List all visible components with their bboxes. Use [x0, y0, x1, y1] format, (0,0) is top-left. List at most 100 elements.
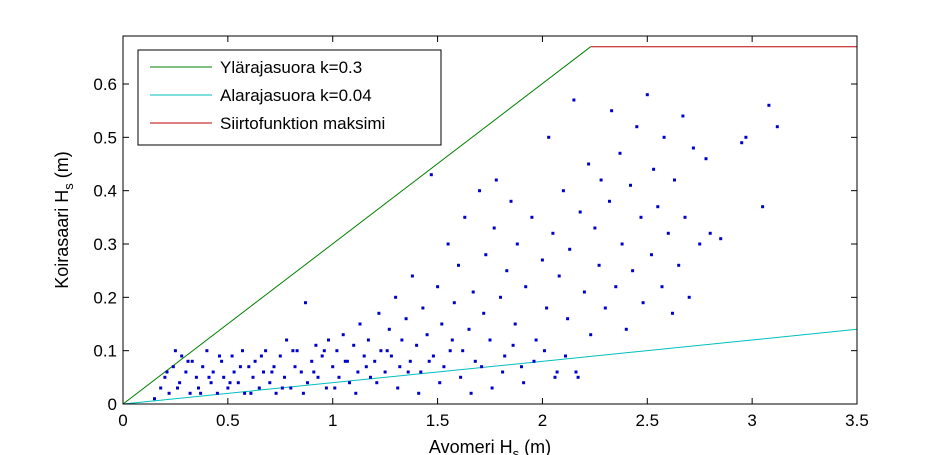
scatter-point: [708, 231, 712, 235]
y-tick-label: 0.6: [93, 75, 117, 94]
scatter-point: [264, 349, 268, 353]
scatter-point: [761, 205, 765, 209]
y-tick-label: 0.4: [93, 182, 117, 201]
scatter-point: [572, 98, 576, 102]
scatter-point: [211, 370, 215, 374]
scatter-point: [274, 391, 278, 395]
x-axis-title-unit: (m): [519, 437, 551, 455]
scatter-point: [440, 322, 444, 326]
scatter-point: [373, 359, 377, 363]
scatter-point: [165, 370, 169, 374]
scatter-point: [522, 381, 526, 385]
scatter-point: [324, 386, 328, 390]
y-axis-title-sub: s: [61, 183, 76, 190]
scatter-point: [201, 365, 205, 369]
scatter-point: [345, 359, 349, 363]
x-tick-label: 3.5: [845, 411, 869, 430]
scatter-points: [153, 93, 779, 401]
scatter-point: [555, 370, 559, 374]
scatter-point: [163, 375, 167, 379]
scatter-point: [557, 274, 561, 278]
scatter-point: [645, 93, 649, 97]
scatter-point: [389, 354, 393, 358]
scatter-point: [635, 125, 639, 129]
scatter-point: [356, 370, 360, 374]
legend-items: Ylärajasuora k=0.3 Alarajasuora k=0.04 Sii…: [150, 58, 385, 133]
scatter-point: [467, 327, 471, 331]
scatter-point: [597, 263, 601, 267]
scatter-point: [215, 391, 219, 395]
scatter-point: [532, 359, 536, 363]
scatter-point: [660, 285, 664, 289]
scatter-point: [719, 237, 723, 241]
scatter-point: [335, 349, 339, 353]
scatter-point: [425, 333, 429, 337]
scatter-point: [220, 359, 224, 363]
scatter-point: [383, 370, 387, 374]
scatter-point: [153, 397, 156, 401]
scatter-point: [173, 349, 177, 353]
scatter-point: [268, 381, 272, 385]
scatter-point: [377, 311, 381, 315]
scatter-point: [207, 375, 211, 379]
scatter-point: [209, 381, 213, 385]
scatter-point: [499, 295, 502, 299]
legend: Ylärajasuora k=0.3 Alarajasuora k=0.04 Sii…: [137, 49, 442, 146]
y-tick-label: 0.1: [93, 342, 117, 361]
scatter-point: [398, 365, 402, 369]
scatter-point: [473, 359, 477, 363]
scatter-point: [272, 365, 276, 369]
scatter-point: [259, 354, 263, 358]
scatter-point: [387, 327, 391, 331]
x-axis-title: Avomeri Hs (m): [429, 437, 551, 455]
scatter-point: [589, 333, 593, 337]
scatter-point: [285, 338, 289, 342]
scatter-point: [553, 375, 557, 379]
scatter-point: [251, 375, 255, 379]
scatter-point: [450, 338, 454, 342]
scatter-point: [520, 365, 523, 369]
legend-label-1: Ylärajasuora k=0.3: [220, 58, 362, 77]
y-tick-label: 0.2: [93, 288, 117, 307]
scatter-point: [438, 381, 442, 385]
scatter-point: [293, 365, 297, 369]
scatter-point: [515, 242, 519, 246]
scatter-point: [178, 381, 182, 385]
scatter-point: [492, 226, 496, 230]
scatter-point: [167, 391, 171, 395]
scatter-point: [408, 359, 412, 363]
scatter-point: [478, 189, 481, 193]
scatter-point: [186, 359, 190, 363]
scatter-point: [482, 311, 486, 315]
scatter-point: [304, 301, 307, 305]
scatter-point: [243, 391, 247, 395]
scatter-point: [530, 215, 534, 219]
scatter-point: [620, 242, 624, 246]
scatter-point: [488, 338, 492, 342]
scatter-point: [767, 103, 771, 107]
scatter-point: [545, 306, 549, 310]
scatter-point: [666, 231, 670, 235]
reference-lines: [122, 46, 858, 405]
x-tick-label: 1: [328, 411, 337, 430]
plot-frame: [122, 35, 858, 405]
scatter-point: [301, 391, 305, 395]
scatter-point: [236, 381, 240, 385]
scatter-point: [299, 370, 303, 374]
scatter-point: [180, 354, 184, 358]
scatter-point: [159, 386, 163, 390]
scatter-point: [253, 359, 257, 363]
scatter-point: [614, 285, 618, 289]
scatter-point: [509, 199, 513, 203]
legend-label-2: Alarajasuora k=0.04: [220, 86, 372, 105]
scatter-point: [484, 253, 488, 257]
scatter-point: [327, 338, 330, 342]
scatter-point: [404, 317, 408, 321]
legend-box: [137, 49, 442, 146]
scatter-point: [280, 386, 284, 390]
scatter-point: [188, 391, 192, 395]
y-tick-label: 0.5: [93, 128, 117, 147]
scatter-point: [358, 322, 362, 326]
scatter-point: [348, 381, 351, 385]
scatter-point: [410, 274, 414, 278]
